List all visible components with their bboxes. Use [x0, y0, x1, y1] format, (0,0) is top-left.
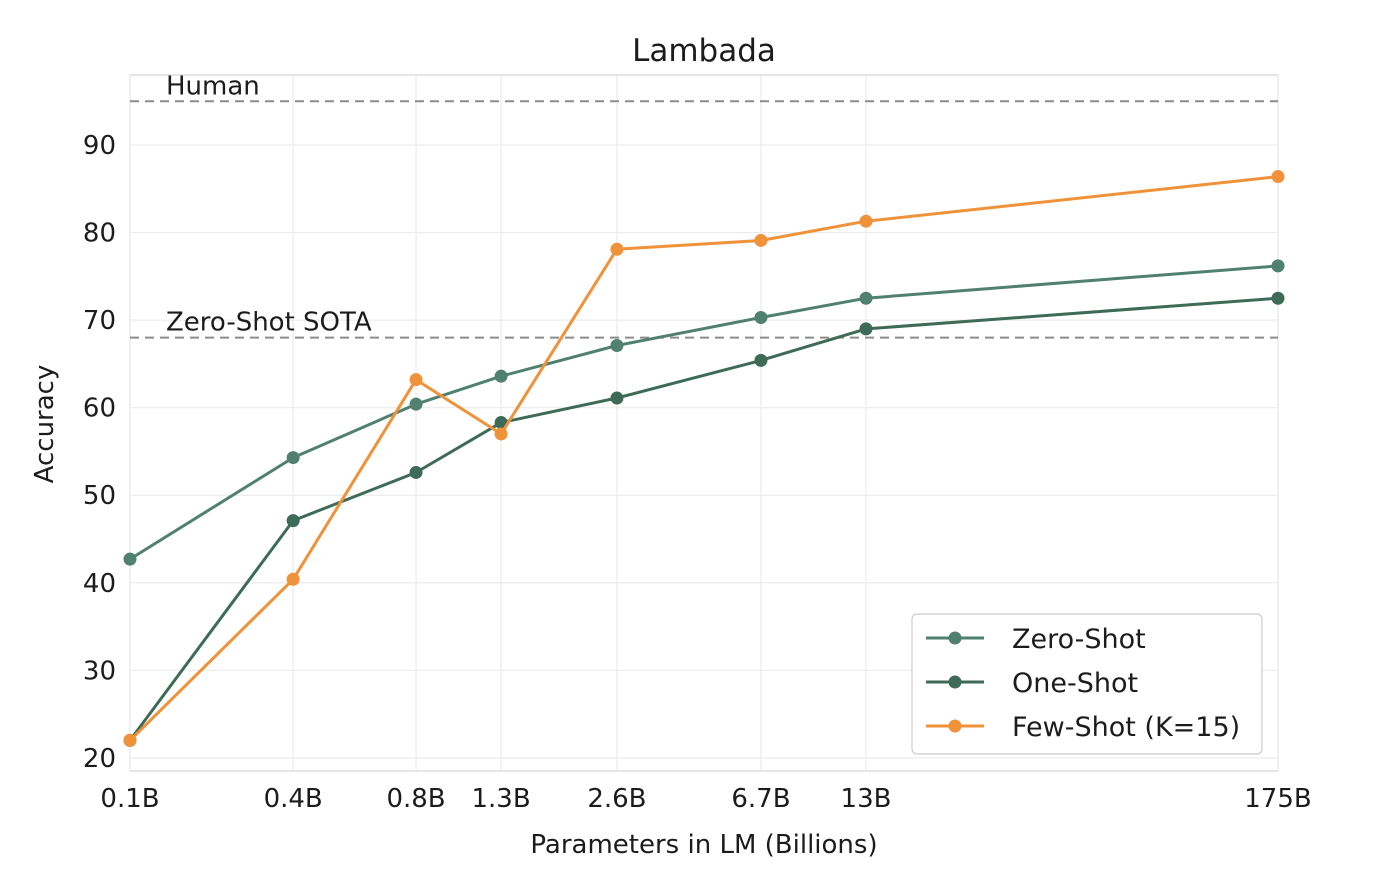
data-point [610, 242, 624, 256]
series-line [129, 264, 1279, 561]
reference-lines: Human Zero-Shot SOTA [130, 71, 1278, 339]
x-tick-labels: 0.1B 0.4B 0.8B 1.3B 2.6B 6.7B 13B 175B [100, 784, 1311, 814]
legend-label: One-Shot [1012, 668, 1138, 699]
data-point [859, 291, 873, 305]
x-tick-label: 175B [1244, 784, 1311, 814]
y-tick-label: 40 [83, 569, 116, 599]
data-point [1271, 291, 1285, 305]
y-axis-label: Accuracy [30, 365, 60, 484]
x-tick-label: 6.7B [731, 784, 790, 814]
reference-line-label: Zero-Shot SOTA [166, 308, 372, 338]
y-tick-labels: 20 30 40 50 60 70 80 90 [83, 131, 116, 774]
data-point [494, 416, 508, 430]
data-point [123, 733, 137, 747]
legend-box [911, 613, 1263, 755]
reference-line-label: Human [166, 71, 260, 101]
data-point [494, 369, 508, 383]
series-group [123, 170, 1285, 747]
data-point [1271, 259, 1285, 273]
x-tick-label: 1.3B [472, 784, 531, 814]
y-tick-label: 90 [83, 131, 116, 161]
y-tick-label: 20 [83, 744, 116, 774]
legend-marker [948, 675, 962, 689]
x-tick-label: 0.1B [100, 784, 159, 814]
legend-marker [948, 719, 962, 733]
legend: Zero-Shot One-Shot Few-Shot (K=15) [911, 613, 1263, 755]
x-tick-label: 2.6B [587, 784, 646, 814]
data-point [494, 427, 508, 441]
y-tick-label: 80 [83, 219, 116, 249]
x-tick-label: 0.4B [264, 784, 323, 814]
data-point [123, 552, 137, 566]
chart-title: Lambada [632, 33, 776, 69]
data-point [286, 514, 300, 528]
data-point [286, 572, 300, 586]
y-tick-label: 30 [83, 656, 116, 686]
y-tick-label: 50 [83, 481, 116, 511]
data-point [409, 465, 423, 479]
data-point [610, 339, 624, 353]
data-point [1271, 170, 1285, 184]
data-point [754, 311, 768, 325]
series-line [128, 296, 1279, 742]
data-point [286, 451, 300, 465]
x-tick-label: 13B [841, 784, 892, 814]
data-point [754, 353, 768, 367]
x-axis-label: Parameters in LM (Billions) [530, 830, 877, 860]
grid [129, 75, 1279, 771]
legend-marker [948, 631, 962, 645]
data-point [754, 233, 768, 247]
data-point [409, 373, 423, 387]
data-point [859, 322, 873, 336]
data-point [610, 391, 624, 405]
y-tick-label: 60 [83, 394, 116, 424]
data-point [859, 214, 873, 228]
legend-label: Zero-Shot [1012, 624, 1146, 655]
series-line [128, 175, 1279, 742]
x-tick-label: 0.8B [386, 784, 445, 814]
legend-label: Few-Shot (K=15) [1012, 712, 1240, 743]
y-tick-label: 70 [83, 306, 116, 336]
data-point [409, 397, 423, 411]
